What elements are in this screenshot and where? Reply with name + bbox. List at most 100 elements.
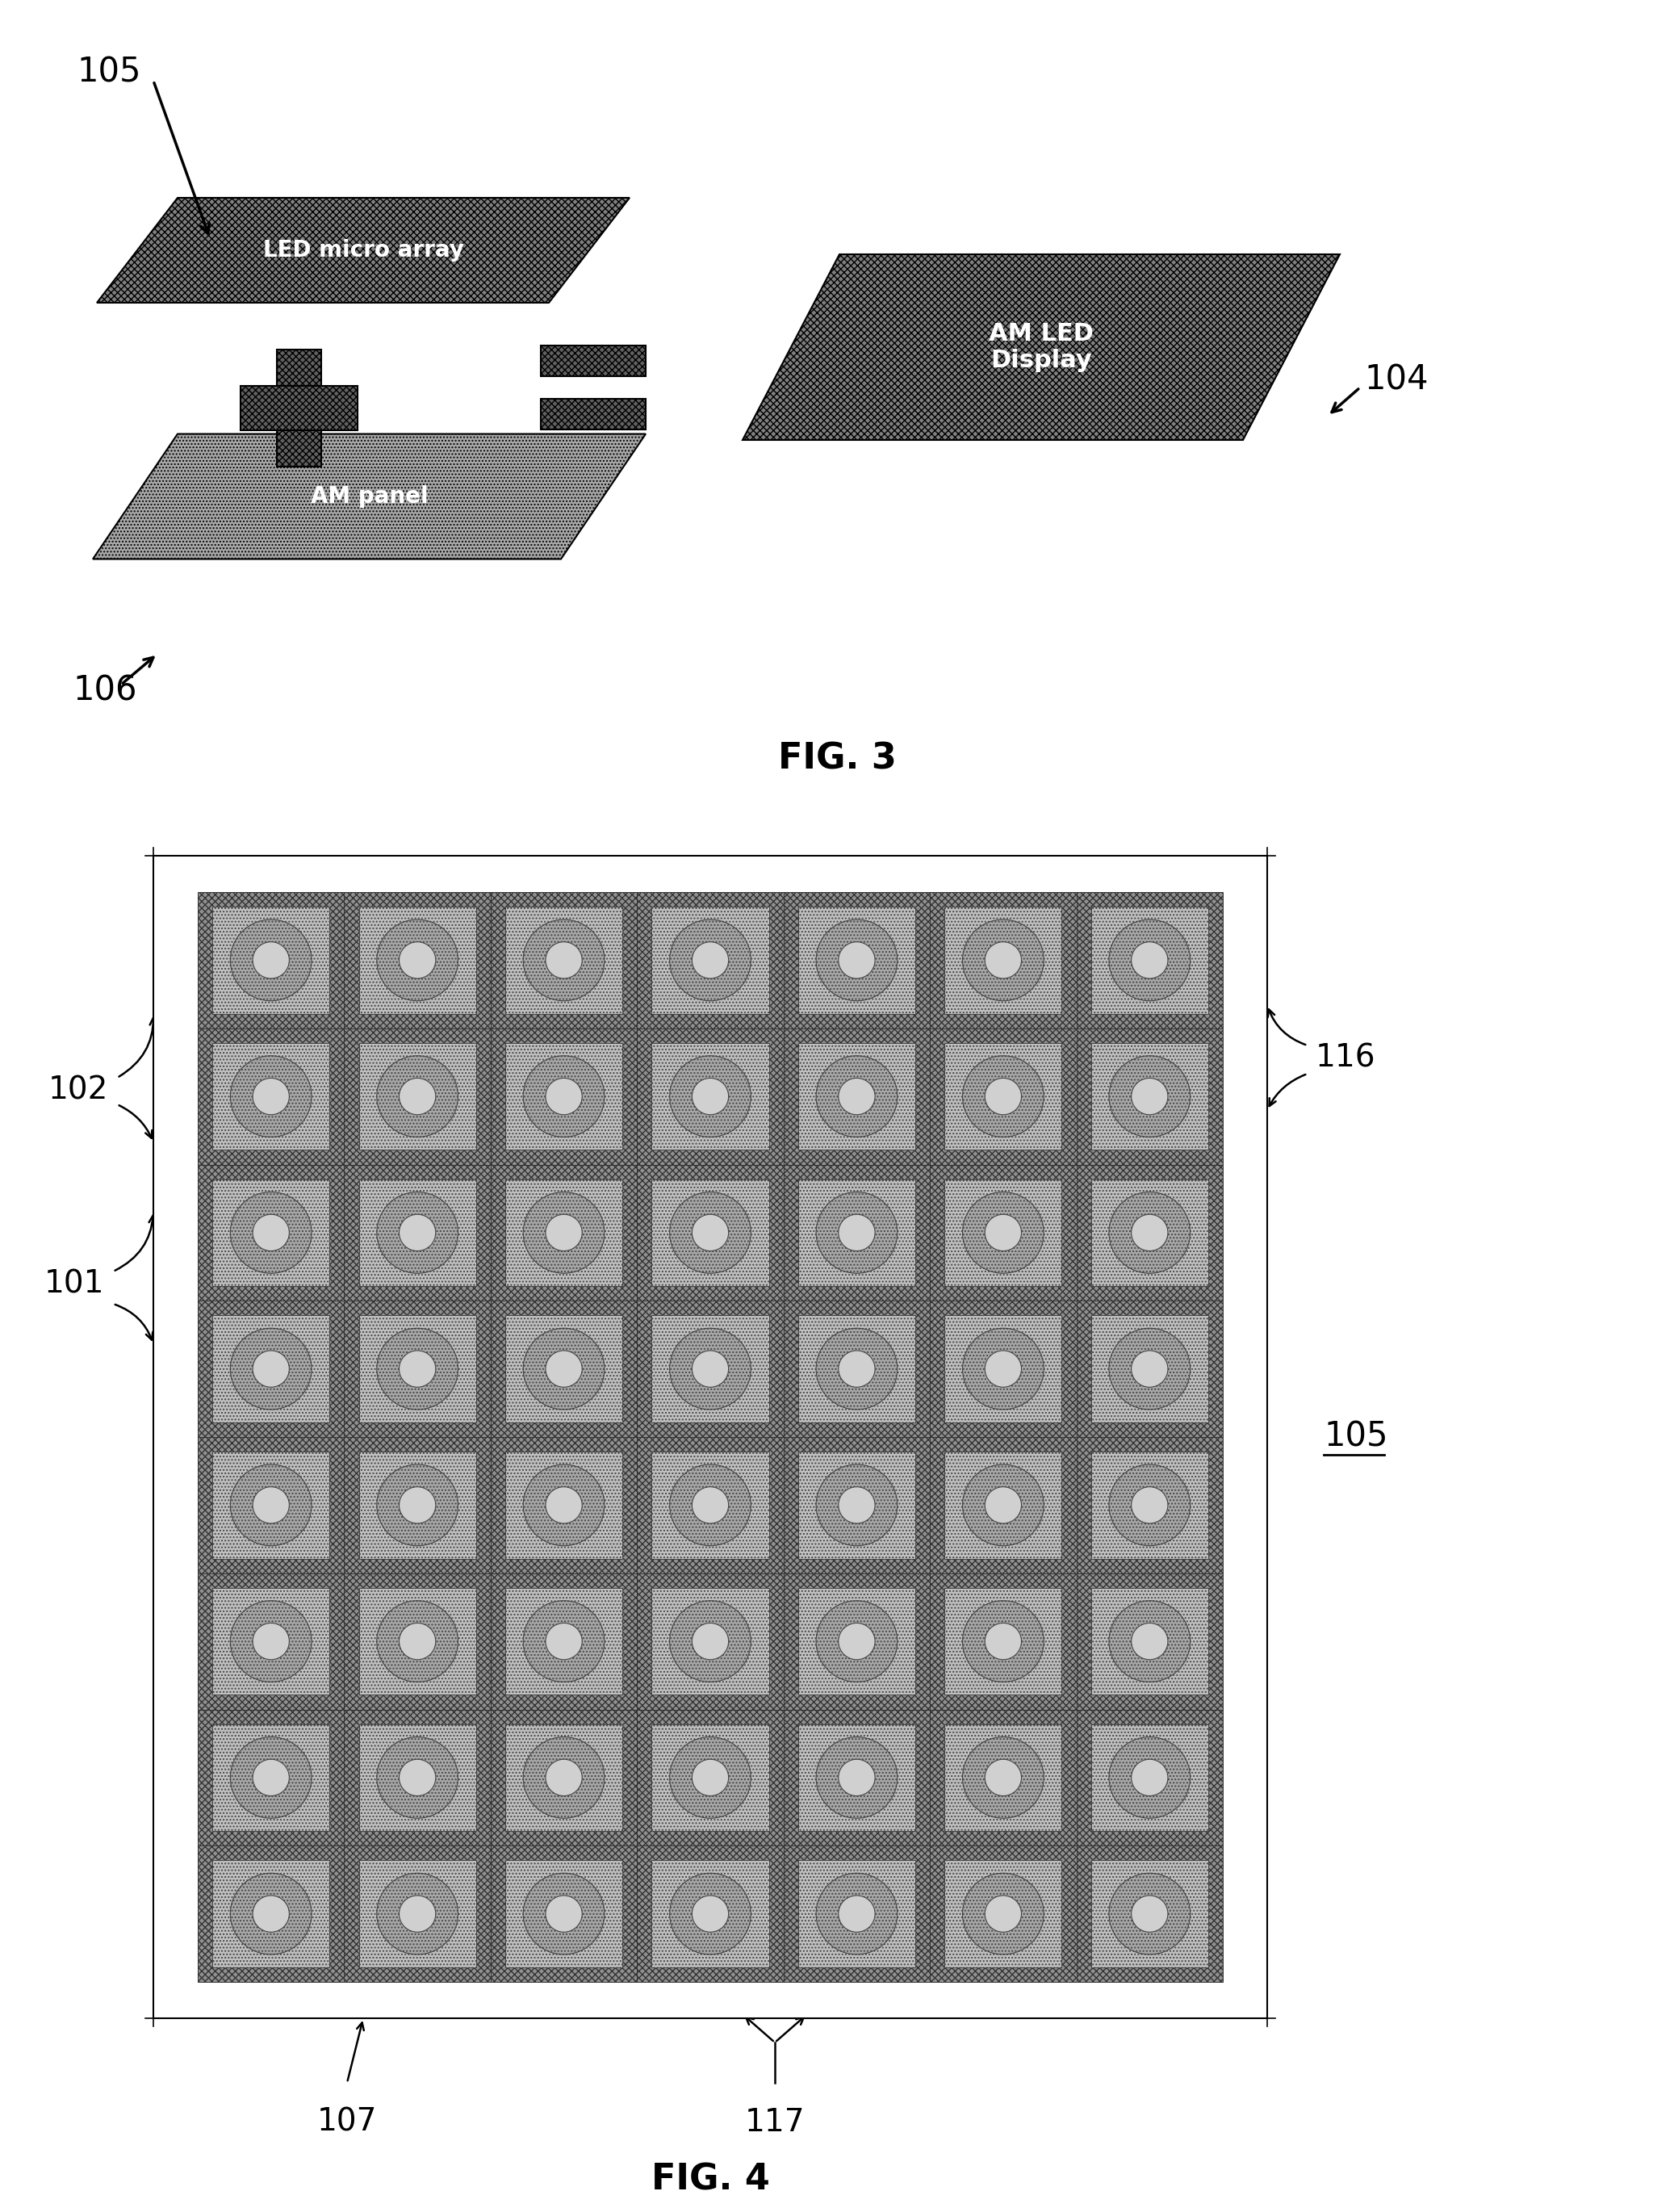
Bar — [358, 907, 475, 1013]
Circle shape — [398, 1352, 435, 1387]
Bar — [1091, 1860, 1209, 1966]
Bar — [944, 1588, 1061, 1694]
Text: 104: 104 — [1364, 363, 1428, 396]
Circle shape — [377, 1464, 459, 1546]
Circle shape — [231, 1601, 311, 1681]
Bar — [651, 1588, 768, 1694]
Bar — [1091, 1451, 1209, 1559]
Circle shape — [691, 1077, 728, 1115]
Circle shape — [546, 1352, 583, 1387]
Circle shape — [231, 1192, 311, 1274]
Circle shape — [398, 1624, 435, 1659]
Bar — [783, 1710, 931, 1845]
Bar — [358, 1042, 475, 1150]
Bar — [798, 1042, 916, 1150]
Bar — [345, 891, 490, 1029]
Circle shape — [670, 1192, 752, 1274]
Circle shape — [1132, 1896, 1168, 1931]
Circle shape — [1108, 1874, 1190, 1955]
Polygon shape — [239, 385, 357, 429]
Circle shape — [524, 1192, 604, 1274]
Bar — [944, 1042, 1061, 1150]
Bar — [944, 1451, 1061, 1559]
Circle shape — [377, 1055, 459, 1137]
Circle shape — [691, 1896, 728, 1931]
Bar — [213, 1860, 330, 1966]
Bar — [345, 1301, 490, 1438]
Bar — [506, 1588, 623, 1694]
Bar — [1091, 1042, 1209, 1150]
Circle shape — [984, 1624, 1021, 1659]
Circle shape — [377, 920, 459, 1000]
Circle shape — [546, 1896, 583, 1931]
Bar — [490, 1301, 638, 1438]
Circle shape — [1132, 1352, 1168, 1387]
Circle shape — [691, 942, 728, 978]
Circle shape — [524, 1601, 604, 1681]
Circle shape — [963, 1464, 1045, 1546]
Circle shape — [1108, 1055, 1190, 1137]
Circle shape — [839, 1352, 876, 1387]
Circle shape — [546, 1077, 583, 1115]
Text: FIG. 3: FIG. 3 — [778, 741, 896, 776]
Circle shape — [546, 1486, 583, 1524]
Bar — [638, 1301, 783, 1438]
Bar — [638, 891, 783, 1029]
Bar — [783, 1164, 931, 1301]
Circle shape — [670, 1736, 752, 1818]
Polygon shape — [97, 197, 629, 303]
Circle shape — [839, 1896, 876, 1931]
Bar — [638, 1573, 783, 1710]
Bar — [358, 1451, 475, 1559]
Circle shape — [1132, 1624, 1168, 1659]
Circle shape — [984, 1214, 1021, 1252]
Circle shape — [691, 1759, 728, 1796]
Circle shape — [839, 1486, 876, 1524]
Circle shape — [253, 1624, 290, 1659]
Text: AM panel: AM panel — [310, 484, 429, 509]
Bar — [213, 907, 330, 1013]
Bar — [358, 1179, 475, 1285]
Circle shape — [524, 1736, 604, 1818]
Circle shape — [524, 1327, 604, 1409]
Bar — [506, 1451, 623, 1559]
Bar — [213, 1179, 330, 1285]
Circle shape — [524, 1464, 604, 1546]
Text: 102: 102 — [49, 1075, 109, 1106]
Circle shape — [839, 1624, 876, 1659]
Bar — [198, 1710, 345, 1845]
Circle shape — [231, 920, 311, 1000]
Bar — [931, 891, 1076, 1029]
Circle shape — [231, 1464, 311, 1546]
Circle shape — [398, 942, 435, 978]
Circle shape — [691, 1624, 728, 1659]
Bar — [931, 1438, 1076, 1573]
Bar — [638, 1164, 783, 1301]
Bar — [638, 1029, 783, 1164]
Bar — [931, 1845, 1076, 1982]
Bar — [345, 1029, 490, 1164]
Circle shape — [817, 1601, 897, 1681]
Circle shape — [817, 1464, 897, 1546]
Bar — [1076, 1164, 1222, 1301]
Bar — [1076, 891, 1222, 1029]
Bar — [1091, 1316, 1209, 1422]
Polygon shape — [541, 345, 646, 376]
Circle shape — [398, 1077, 435, 1115]
Bar — [506, 1723, 623, 1832]
Bar — [213, 1316, 330, 1422]
Bar — [490, 1573, 638, 1710]
Bar — [1076, 1029, 1222, 1164]
Bar — [198, 1573, 345, 1710]
Bar — [490, 1438, 638, 1573]
Circle shape — [817, 920, 897, 1000]
Circle shape — [398, 1486, 435, 1524]
Circle shape — [398, 1214, 435, 1252]
Bar — [798, 1451, 916, 1559]
Circle shape — [963, 1192, 1045, 1274]
Circle shape — [1132, 1759, 1168, 1796]
Circle shape — [546, 1214, 583, 1252]
Bar — [506, 907, 623, 1013]
Bar — [798, 907, 916, 1013]
Circle shape — [253, 1896, 290, 1931]
